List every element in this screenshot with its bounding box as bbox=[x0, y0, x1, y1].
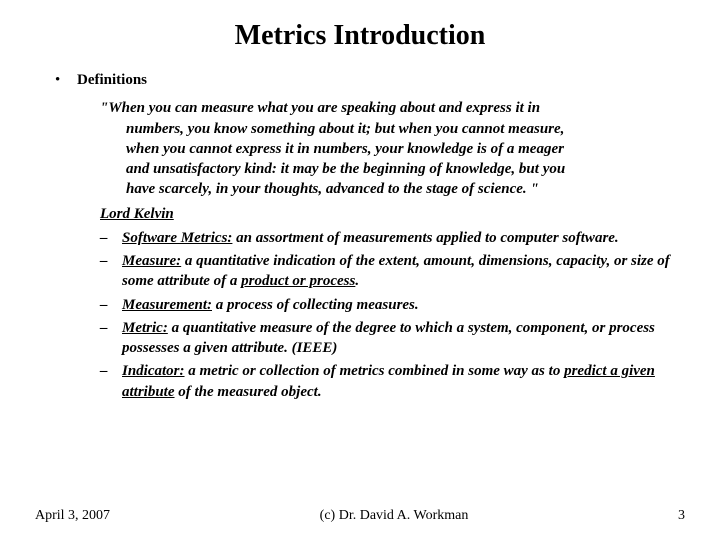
term-label: Measure: bbox=[122, 253, 181, 269]
term-desc-part2: of the measured object. bbox=[175, 384, 322, 400]
dash-icon: – bbox=[100, 361, 122, 402]
dash-icon: – bbox=[100, 251, 122, 292]
term-label: Measurement: bbox=[122, 297, 212, 313]
term-desc-part2: . bbox=[355, 273, 359, 289]
footer-page-number: 3 bbox=[678, 508, 685, 524]
footer-date: April 3, 2007 bbox=[35, 508, 110, 524]
quote-line2: numbers, you know something about it; bu… bbox=[126, 121, 564, 137]
page-title: Metrics Introduction bbox=[35, 20, 685, 52]
content-body: • Definitions "When you can measure what… bbox=[35, 70, 685, 402]
quote-line1: "When you can measure what you are speak… bbox=[100, 100, 540, 116]
term-desc: an assortment of measurements applied to… bbox=[232, 230, 618, 246]
definition-metric: – Metric: a quantitative measure of the … bbox=[35, 318, 685, 359]
dash-icon: – bbox=[100, 318, 122, 359]
definition-measure: – Measure: a quantitative indication of … bbox=[35, 251, 685, 292]
term-desc: a process of collecting measures. bbox=[212, 297, 419, 313]
definition-measurement: – Measurement: a process of collecting m… bbox=[35, 295, 685, 315]
definition-software-metrics: – Software Metrics: an assortment of mea… bbox=[35, 228, 685, 248]
quote-author: Lord Kelvin bbox=[35, 204, 685, 224]
bullet-dot-icon: • bbox=[55, 70, 77, 90]
term-desc-part1: a quantitative indication of the extent,… bbox=[122, 253, 670, 289]
quote-line4: and unsatisfactory kind: it may be the b… bbox=[126, 161, 565, 177]
term-label: Metric: bbox=[122, 320, 168, 336]
term-desc-part1: a metric or collection of metrics combin… bbox=[185, 363, 565, 379]
footer-copyright: (c) Dr. David A. Workman bbox=[320, 508, 469, 524]
quote-line5: have scarcely, in your thoughts, advance… bbox=[126, 181, 539, 197]
term-label: Indicator: bbox=[122, 363, 185, 379]
section-bullet: • Definitions bbox=[35, 70, 685, 90]
dash-icon: – bbox=[100, 228, 122, 248]
dash-icon: – bbox=[100, 295, 122, 315]
term-desc: a quantitative measure of the degree to … bbox=[122, 320, 655, 356]
term-label: Software Metrics: bbox=[122, 230, 232, 246]
quote-line3: when you cannot express it in numbers, y… bbox=[126, 141, 564, 157]
footer: April 3, 2007 (c) Dr. David A. Workman 3 bbox=[35, 508, 685, 524]
definition-indicator: – Indicator: a metric or collection of m… bbox=[35, 361, 685, 402]
quote-block: "When you can measure what you are speak… bbox=[35, 98, 685, 199]
term-underline: product or process bbox=[241, 273, 355, 289]
section-label: Definitions bbox=[77, 70, 147, 90]
